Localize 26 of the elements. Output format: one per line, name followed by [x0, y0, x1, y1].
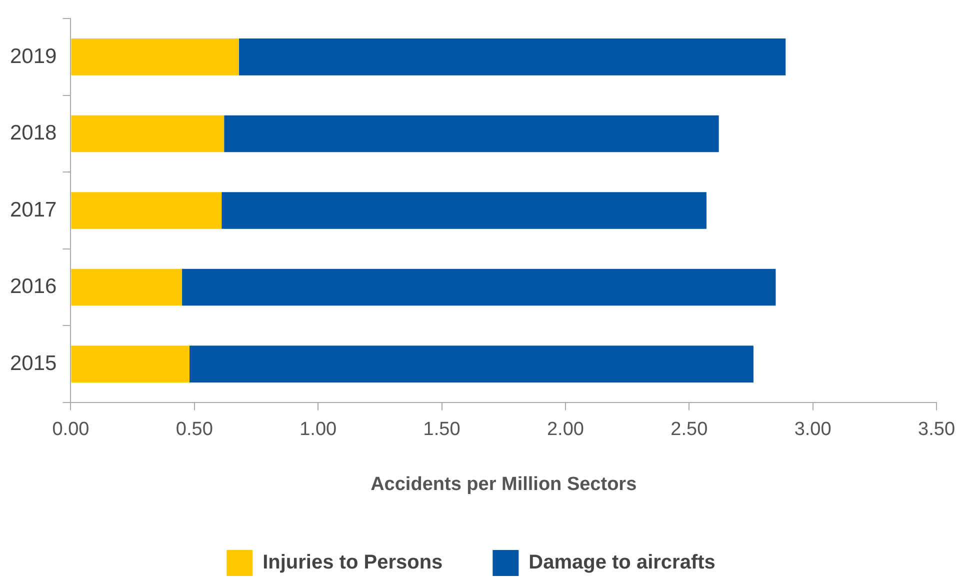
x-tick-label: 2.00 [546, 419, 584, 440]
bar [189, 346, 754, 382]
y-tick-label: 2018 [10, 122, 57, 145]
y-tick-label: 2016 [10, 275, 57, 298]
legend-label: Damage to aircrafts [528, 552, 716, 574]
x-tick-label: 1.50 [423, 419, 460, 440]
x-tick-label: 1.00 [300, 419, 337, 440]
y-tick-label: 2017 [10, 198, 57, 222]
x-tick-label: 0.50 [176, 419, 213, 440]
bar [222, 192, 706, 229]
x-tick-label: 3.00 [794, 419, 832, 440]
bar [71, 38, 239, 76]
bar [71, 268, 182, 306]
x-tick-label: 2.50 [670, 419, 708, 440]
y-tick-label: 2019 [10, 44, 57, 68]
bar [71, 192, 222, 229]
x-tick-label: 0.00 [52, 419, 90, 440]
bar [238, 38, 786, 76]
x-axis-title: Accidents per Million Sectors [370, 474, 637, 495]
y-tick-label: 2015 [10, 352, 57, 375]
bar [182, 268, 776, 306]
bar [224, 115, 719, 152]
x-tick-label: 3.50 [918, 419, 955, 440]
bar [71, 346, 190, 382]
legend-label: Injuries to Persons [262, 552, 443, 574]
bar [71, 115, 224, 152]
